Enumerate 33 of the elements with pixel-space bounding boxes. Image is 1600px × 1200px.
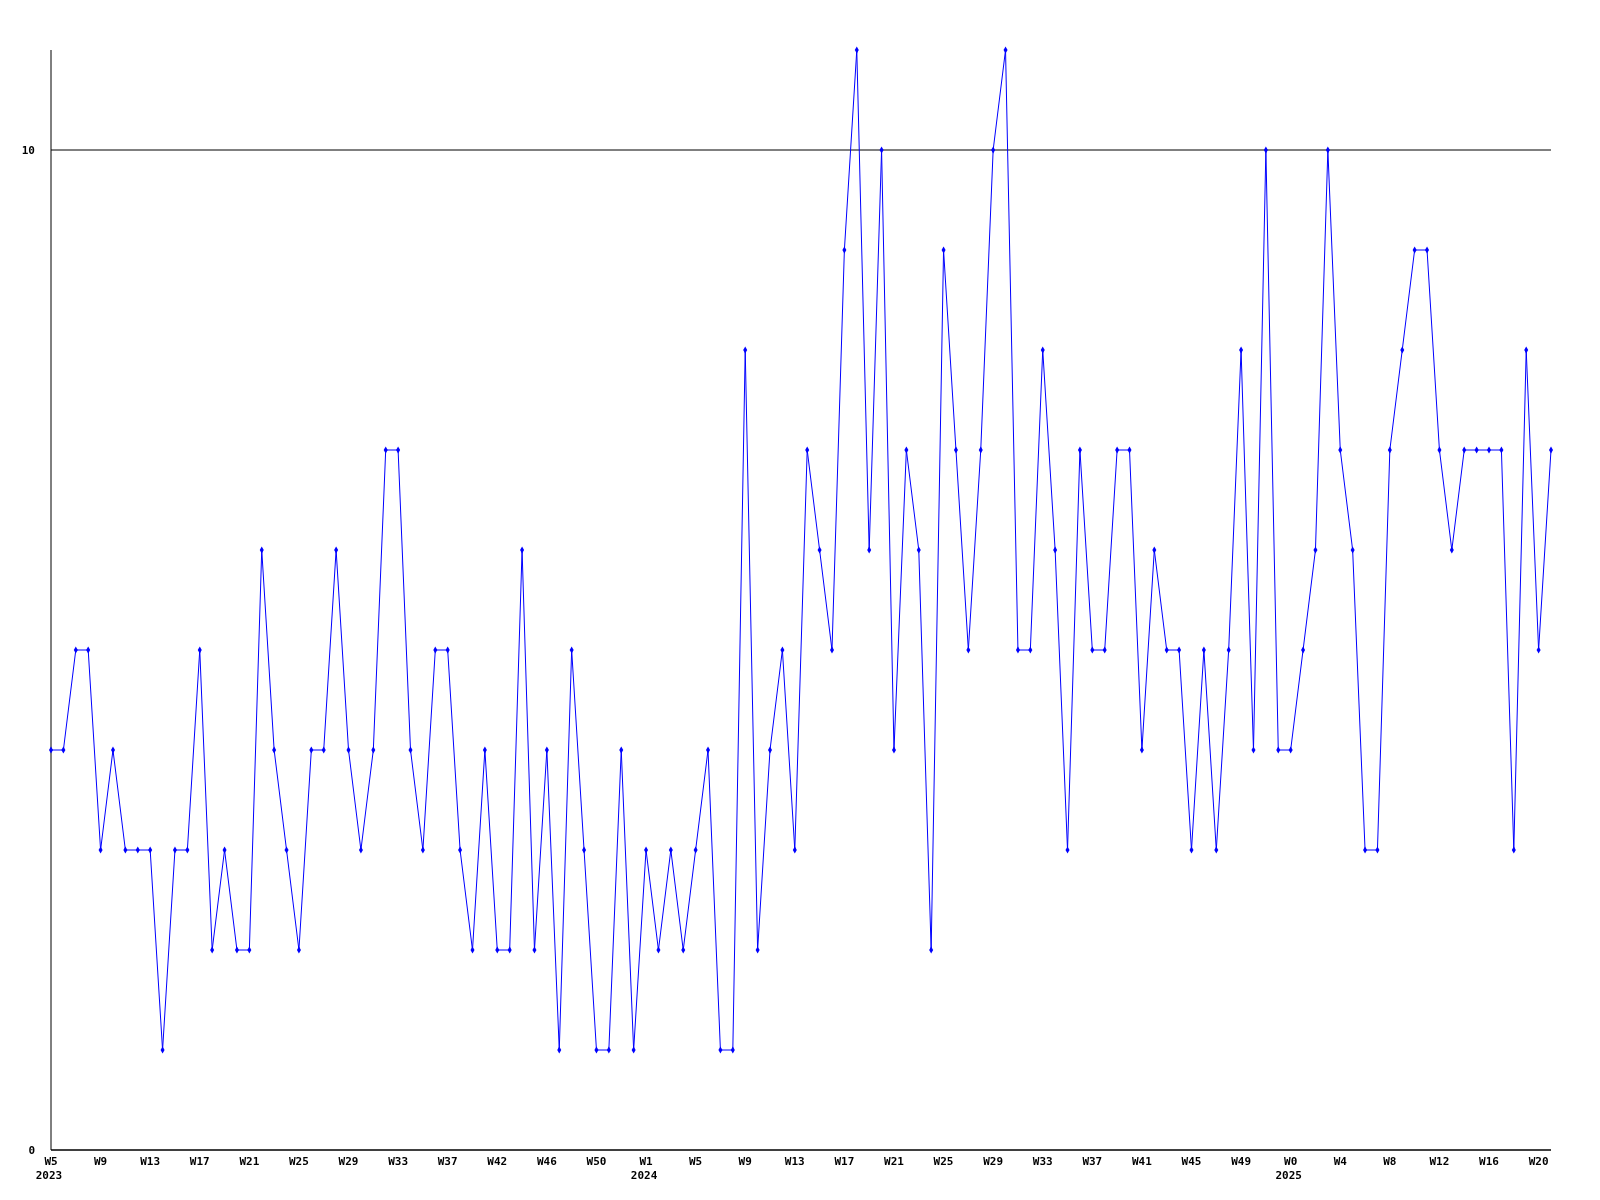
x-tick-label: W41 xyxy=(1131,1155,1153,1168)
x-tick-label: W49 xyxy=(1231,1155,1252,1168)
x-tick-label: W5 2023 xyxy=(35,1155,63,1182)
x-tick-label: W21 xyxy=(884,1155,905,1168)
x-tick-label: W21 xyxy=(239,1155,260,1168)
x-tick-label: W50 xyxy=(586,1155,607,1168)
x-tick-label: W29 xyxy=(983,1155,1004,1168)
x-tick-label: W12 xyxy=(1429,1155,1450,1168)
x-tick-label: W29 xyxy=(338,1155,359,1168)
y-tick-label: 0 xyxy=(28,1143,35,1157)
x-tick-label: W13 xyxy=(784,1155,805,1168)
x-tick-label: W25 xyxy=(933,1155,954,1168)
x-tick-label: W37 xyxy=(1082,1155,1103,1168)
y-tick-label: 10 xyxy=(21,143,35,157)
x-tick-label: W20 xyxy=(1528,1155,1549,1168)
x-tick-label: W33 xyxy=(388,1155,409,1168)
x-tick-label: W25 xyxy=(289,1155,309,1168)
x-tick-label: W42 xyxy=(487,1155,508,1168)
x-tick-label: W9 xyxy=(93,1155,108,1168)
x-tick-label: W8 xyxy=(1383,1155,1397,1168)
x-tick-label: W13 xyxy=(140,1155,161,1168)
x-tick-label: W33 xyxy=(1032,1155,1053,1168)
x-tick-label: W5 xyxy=(689,1155,703,1168)
x-tick-label: W1 2024 xyxy=(630,1155,658,1182)
x-tick-label: W16 xyxy=(1479,1155,1500,1168)
x-tick-label: W9 xyxy=(738,1155,752,1168)
x-tick-label: W4 xyxy=(1333,1155,1348,1168)
x-tick-label: W17 xyxy=(189,1155,210,1168)
x-tick-label: W17 xyxy=(834,1155,855,1168)
x-tick-label: W45 xyxy=(1181,1155,1202,1168)
x-tick-label: W0 2025 xyxy=(1275,1155,1302,1182)
x-tick-label: W37 xyxy=(437,1155,458,1168)
x-tick-label: W46 xyxy=(536,1155,558,1168)
